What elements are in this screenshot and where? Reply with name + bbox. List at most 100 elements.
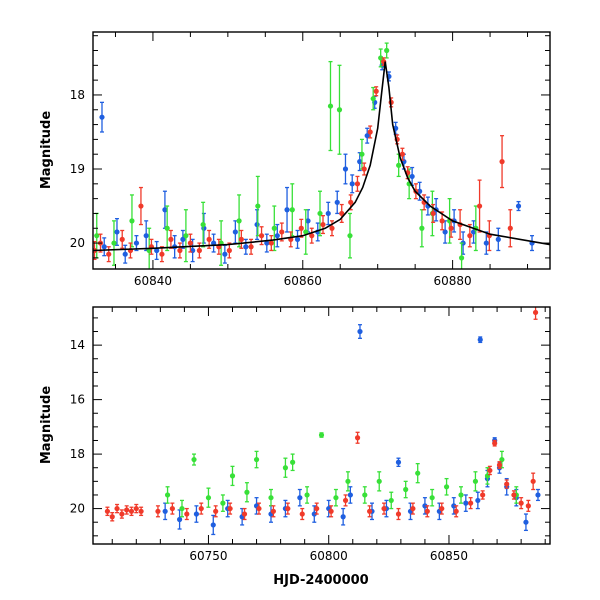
point-marker [101, 244, 107, 250]
data-point [255, 175, 261, 237]
point-marker [349, 181, 355, 187]
data-point [364, 127, 370, 144]
data-point [169, 502, 175, 515]
series-2 [104, 307, 539, 522]
point-marker [258, 233, 265, 239]
point-marker [222, 251, 228, 257]
point-marker [226, 247, 232, 254]
bottom-panel: 60750 60800 60850 14 16 18 20 Magnitude HJD-24… [39, 306, 551, 588]
data-point [530, 472, 536, 491]
point-marker [511, 492, 517, 498]
point-marker [268, 240, 274, 246]
data-point [290, 453, 296, 472]
point-marker [430, 210, 436, 217]
top-panel-frame [92, 31, 551, 270]
data-point [299, 507, 305, 521]
data-point [264, 233, 270, 253]
bottom-panel-x-axis-label: HJD-2400000 [273, 573, 368, 588]
data-point [318, 432, 325, 438]
data-point [373, 86, 379, 97]
y-tick-label: 19 [70, 162, 85, 176]
data-point [395, 507, 402, 521]
data-point [317, 190, 323, 237]
data-point [376, 471, 382, 492]
data-point [119, 509, 125, 519]
point-marker [179, 505, 185, 512]
point-marker [453, 508, 459, 514]
point-marker [198, 505, 204, 512]
point-marker [180, 236, 186, 242]
point-marker [515, 203, 522, 209]
top-panel-y-axis-label: Magnitude [39, 111, 54, 190]
point-marker [458, 255, 465, 261]
data-point [378, 48, 384, 68]
point-marker [99, 114, 105, 120]
data-point [384, 42, 390, 59]
data-point [370, 86, 376, 111]
data-point [124, 505, 130, 515]
point-marker [495, 236, 501, 242]
point-marker [329, 225, 335, 231]
point-marker [155, 508, 161, 514]
point-marker [299, 511, 305, 517]
top-panel-data-marks [93, 42, 550, 269]
data-point [289, 183, 295, 237]
data-point [345, 471, 351, 492]
point-marker [403, 486, 409, 493]
data-point [511, 490, 517, 500]
data-point [458, 242, 465, 269]
data-point [222, 244, 228, 264]
point-marker [347, 233, 353, 239]
data-point [492, 439, 498, 447]
point-marker [138, 203, 144, 209]
point-marker [184, 511, 190, 517]
point-marker [303, 229, 309, 235]
point-marker [384, 47, 390, 54]
point-marker [451, 503, 457, 509]
data-point [504, 479, 510, 489]
data-point [268, 235, 274, 252]
point-marker [282, 465, 289, 471]
y-tick-label: 20 [70, 236, 85, 250]
point-marker [104, 508, 111, 514]
data-point [349, 174, 355, 194]
data-point [314, 502, 320, 515]
data-point [472, 471, 479, 492]
point-marker [248, 244, 254, 250]
data-point [138, 186, 144, 226]
data-point [518, 497, 524, 510]
data-point [523, 513, 529, 532]
point-marker [499, 159, 505, 165]
point-marker [290, 459, 296, 465]
point-marker [314, 505, 320, 512]
point-marker [264, 240, 270, 246]
point-marker [168, 236, 174, 242]
data-point [486, 220, 492, 252]
y-tick-label: 20 [70, 502, 85, 516]
data-point [284, 186, 290, 233]
point-marker [164, 225, 170, 231]
point-marker [336, 107, 343, 113]
data-point [417, 181, 423, 201]
point-marker [279, 229, 285, 235]
point-marker [399, 151, 406, 157]
data-point [476, 179, 483, 233]
point-marker [429, 495, 435, 501]
point-marker [483, 240, 489, 246]
point-marker [193, 511, 200, 517]
data-point [229, 465, 236, 487]
data-point [303, 209, 309, 255]
data-point [200, 201, 206, 248]
point-marker [334, 199, 340, 205]
point-marker [361, 166, 367, 172]
data-point [381, 502, 387, 515]
data-point [133, 503, 139, 514]
data-point [347, 212, 353, 259]
point-marker [415, 470, 421, 476]
point-marker [381, 505, 387, 512]
point-marker [359, 151, 365, 157]
point-marker [294, 236, 301, 242]
top-panel: 60840 60860 60880 18 19 20 Magnitude [39, 31, 551, 288]
point-marker [169, 505, 175, 512]
